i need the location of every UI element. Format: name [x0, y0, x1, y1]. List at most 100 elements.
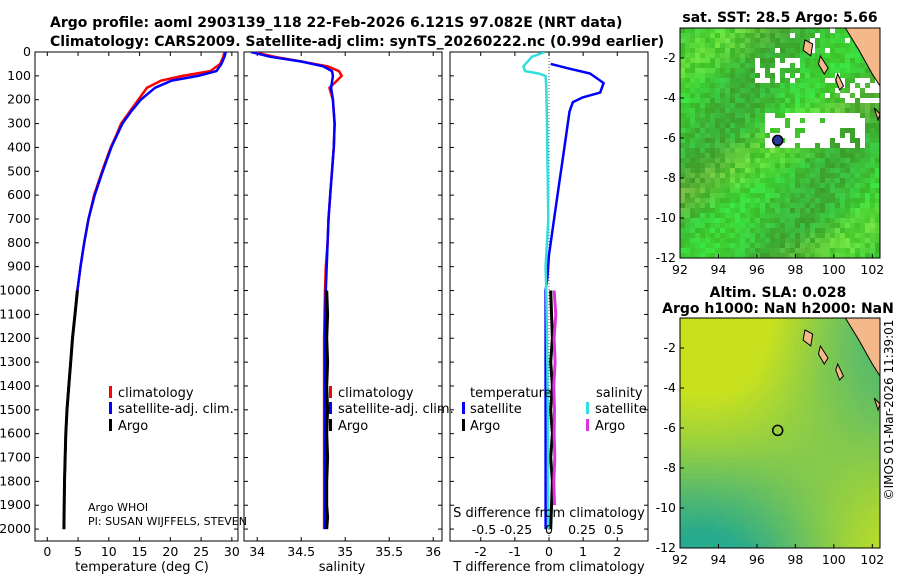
- map-cell: [700, 483, 706, 489]
- map-cell: [685, 418, 691, 424]
- map-cell: [725, 178, 731, 184]
- map-cell: [795, 48, 801, 54]
- map-cell: [860, 503, 866, 509]
- map-cell: [740, 483, 746, 489]
- map-cell: [830, 203, 836, 209]
- map-cell: [735, 28, 741, 34]
- map-cell: [795, 388, 801, 394]
- map-cell: [680, 348, 686, 354]
- y-tick-label: 2000: [0, 521, 31, 536]
- map-cell: [700, 458, 706, 464]
- map-cell: [860, 543, 866, 548]
- map-cell: [740, 183, 746, 189]
- map-cell: [750, 78, 756, 84]
- map-cell: [780, 123, 786, 129]
- map-cell: [700, 433, 706, 439]
- map-cell: [800, 353, 806, 359]
- map-cell: [710, 78, 716, 84]
- map-cell: [680, 328, 686, 334]
- x-tick-label: 2: [613, 544, 621, 559]
- map-cell: [760, 43, 766, 49]
- map-cell: [750, 208, 756, 214]
- map-cell: [785, 168, 791, 174]
- map-cell: [860, 243, 866, 249]
- map-cell: [785, 533, 791, 539]
- map-cell: [775, 398, 781, 404]
- map-cell: [865, 163, 871, 169]
- map-cell: [810, 38, 816, 44]
- map-cell: [795, 383, 801, 389]
- map-cell: [715, 478, 721, 484]
- map-cell: [750, 103, 756, 109]
- map-cell: [780, 413, 786, 419]
- map-cell: [705, 523, 711, 529]
- map-cell: [760, 523, 766, 529]
- map-cell: [820, 483, 826, 489]
- map-cell: [780, 158, 786, 164]
- map-cell: [785, 473, 791, 479]
- map-cell: [690, 333, 696, 339]
- map-cell: [795, 183, 801, 189]
- map-cell: [825, 498, 831, 504]
- map-cell: [755, 38, 761, 44]
- map-cell: [730, 538, 736, 544]
- map-cell: [745, 368, 751, 374]
- map-cell: [690, 488, 696, 494]
- map-cell: [700, 413, 706, 419]
- map-cell: [700, 83, 706, 89]
- map-cell: [835, 188, 841, 194]
- map-cell: [705, 143, 711, 149]
- map-cell: [810, 363, 816, 369]
- map-cell: [865, 143, 871, 149]
- map-cell: [720, 408, 726, 414]
- map-cell: [795, 543, 801, 548]
- map-cell: [845, 223, 851, 229]
- map-cell: [700, 473, 706, 479]
- map-cell: [855, 78, 861, 84]
- map-cell: [685, 228, 691, 234]
- map-cell: [835, 98, 841, 104]
- map-cell: [785, 438, 791, 444]
- map-cell: [775, 358, 781, 364]
- map-cell: [715, 128, 721, 134]
- map-cell: [820, 203, 826, 209]
- map-cell: [755, 218, 761, 224]
- map-cell: [860, 468, 866, 474]
- map-cell: [805, 188, 811, 194]
- map-cell: [875, 438, 880, 444]
- map-cell: [745, 138, 751, 144]
- map-cell: [840, 218, 846, 224]
- map-cell: [760, 78, 766, 84]
- map-cell: [720, 153, 726, 159]
- map-cell: [795, 463, 801, 469]
- map-cell: [815, 318, 821, 324]
- map-cell: [720, 68, 726, 74]
- y-tick-label: 300: [7, 116, 31, 131]
- map-cell: [680, 233, 686, 239]
- map-cell: [810, 413, 816, 419]
- map-cell: [695, 348, 701, 354]
- map-cell: [780, 353, 786, 359]
- map-cell: [715, 393, 721, 399]
- map-cell: [875, 118, 880, 124]
- map-cell: [725, 198, 731, 204]
- map-cell: [740, 508, 746, 514]
- map-cell: [785, 178, 791, 184]
- map-cell: [800, 518, 806, 524]
- map-cell: [700, 118, 706, 124]
- map-cell: [755, 328, 761, 334]
- map-cell: [740, 333, 746, 339]
- map-cell: [815, 413, 821, 419]
- map-cell: [690, 408, 696, 414]
- map-cell: [765, 173, 771, 179]
- map-cell: [705, 63, 711, 69]
- map-cell: [850, 453, 856, 459]
- map-cell: [755, 228, 761, 234]
- map-cell: [715, 458, 721, 464]
- map-cell: [725, 348, 731, 354]
- map-cell: [685, 238, 691, 244]
- map-cell: [830, 228, 836, 234]
- map-cell: [830, 218, 836, 224]
- map-cell: [810, 78, 816, 84]
- map-cell: [755, 88, 761, 94]
